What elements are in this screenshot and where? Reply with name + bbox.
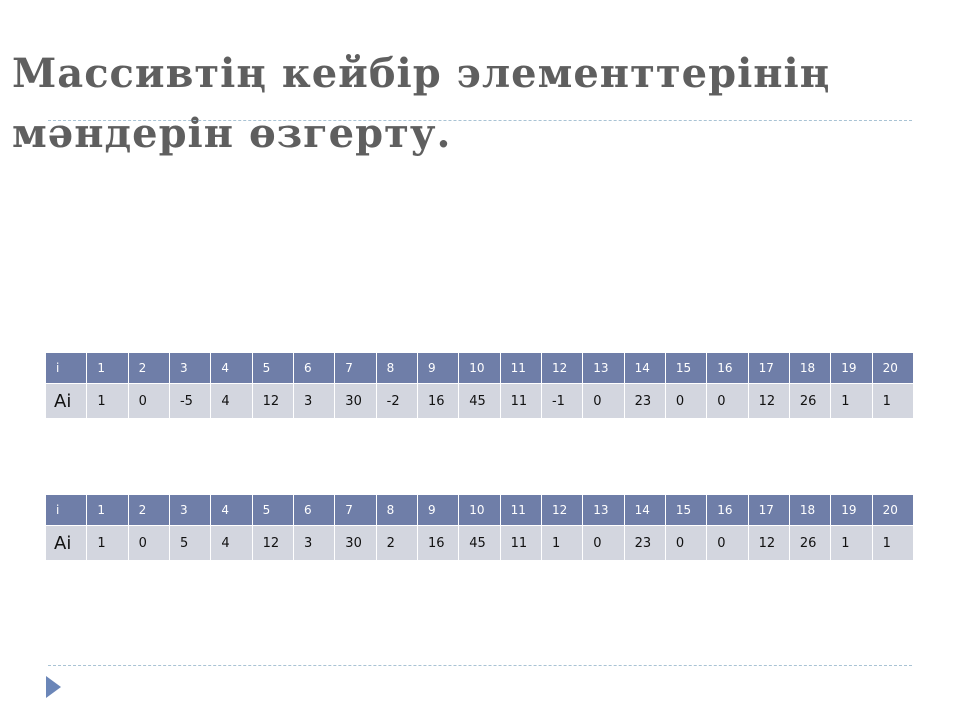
index-cell: 2 [128,353,169,383]
value-cell: 45 [459,384,500,418]
value-cell: 0 [583,384,624,418]
index-cell: 14 [624,495,665,525]
index-cell: 20 [872,495,913,525]
value-row: Ai 1 0 5 4 12 3 30 2 16 45 11 1 0 23 0 0 12 26 1 1 [46,526,913,560]
value-cell: 0 [128,384,169,418]
value-cell: 0 [583,526,624,560]
index-cell: 12 [541,353,583,383]
value-cell: 12 [252,526,293,560]
index-cell: 10 [459,495,500,525]
index-cell: 9 [417,353,459,383]
index-cell: 17 [748,495,789,525]
value-cell: 1 [541,526,583,560]
index-cell: 11 [500,495,541,525]
index-cell: 1 [87,495,128,525]
index-cell: 11 [500,353,541,383]
value-cell: 26 [789,526,831,560]
index-cell: 13 [583,495,624,525]
index-cell: 19 [831,353,872,383]
value-cell: 16 [417,384,459,418]
value-cell: 12 [748,384,789,418]
value-cell: 23 [624,384,665,418]
value-cell: 4 [211,526,252,560]
index-row: i 1 2 3 4 5 6 7 8 9 10 11 12 13 14 15 16 17 18 19 20 [46,495,913,525]
index-cell: 20 [872,353,913,383]
index-cell: 5 [252,353,293,383]
value-cell: 3 [293,384,335,418]
index-cell: 8 [376,353,417,383]
value-cell: 2 [376,526,417,560]
value-cell: 45 [459,526,500,560]
value-cell: 0 [707,526,748,560]
index-row: i 1 2 3 4 5 6 7 8 9 10 11 12 13 14 15 16 17 18 19 20 [46,353,913,383]
index-cell: 16 [707,353,748,383]
index-cell: 6 [293,495,335,525]
value-cell: 1 [872,526,913,560]
index-cell: 7 [335,353,376,383]
value-cell: 1 [831,526,872,560]
index-cell: 17 [748,353,789,383]
bottom-divider [48,665,912,666]
value-cell: 1 [87,384,128,418]
value-cell: 1 [87,526,128,560]
value-cell: 3 [293,526,335,560]
index-cell: 19 [831,495,872,525]
index-cell: 1 [87,353,128,383]
value-cell: 0 [665,526,707,560]
value-cell: 11 [500,384,541,418]
array-table-original: i 1 2 3 4 5 6 7 8 9 10 11 12 13 14 15 16 17 18 19 20 Ai 1 0 -5 4… [45,352,914,419]
array-table-modified: i 1 2 3 4 5 6 7 8 9 10 11 12 13 14 15 16 17 18 19 20 Ai 1 0 5 4 1… [45,494,914,561]
value-cell: 1 [872,384,913,418]
index-cell: 18 [789,353,831,383]
value-cell: 0 [128,526,169,560]
value-row-label: Ai [46,526,87,560]
value-row-label: Ai [46,384,87,418]
index-row-label: i [46,353,87,383]
index-cell: 3 [169,495,211,525]
index-cell: 16 [707,495,748,525]
index-cell: 6 [293,353,335,383]
value-cell: 30 [335,526,376,560]
value-cell: 11 [500,526,541,560]
index-cell: 4 [211,495,252,525]
value-cell: -5 [169,384,211,418]
play-triangle-icon [46,676,61,698]
index-cell: 8 [376,495,417,525]
value-cell: -2 [376,384,417,418]
index-cell: 5 [252,495,293,525]
index-cell: 14 [624,353,665,383]
value-row: Ai 1 0 -5 4 12 3 30 -2 16 45 11 -1 0 23 0 0 12 26 1 1 [46,384,913,418]
index-cell: 18 [789,495,831,525]
value-cell: -1 [541,384,583,418]
value-cell: 30 [335,384,376,418]
top-divider [48,120,912,121]
index-cell: 2 [128,495,169,525]
value-cell: 23 [624,526,665,560]
value-cell: 0 [665,384,707,418]
index-cell: 4 [211,353,252,383]
value-cell: 4 [211,384,252,418]
value-cell: 12 [252,384,293,418]
value-cell: 5 [169,526,211,560]
index-cell: 7 [335,495,376,525]
value-cell: 1 [831,384,872,418]
index-cell: 12 [541,495,583,525]
value-cell: 0 [707,384,748,418]
index-cell: 15 [665,353,707,383]
value-cell: 16 [417,526,459,560]
value-cell: 26 [789,384,831,418]
index-cell: 13 [583,353,624,383]
value-cell: 12 [748,526,789,560]
index-cell: 3 [169,353,211,383]
index-cell: 10 [459,353,500,383]
index-cell: 9 [417,495,459,525]
index-row-label: i [46,495,87,525]
slide-title: Массивтің кейбір элементтерінің мәндерін… [12,50,831,157]
index-cell: 15 [665,495,707,525]
